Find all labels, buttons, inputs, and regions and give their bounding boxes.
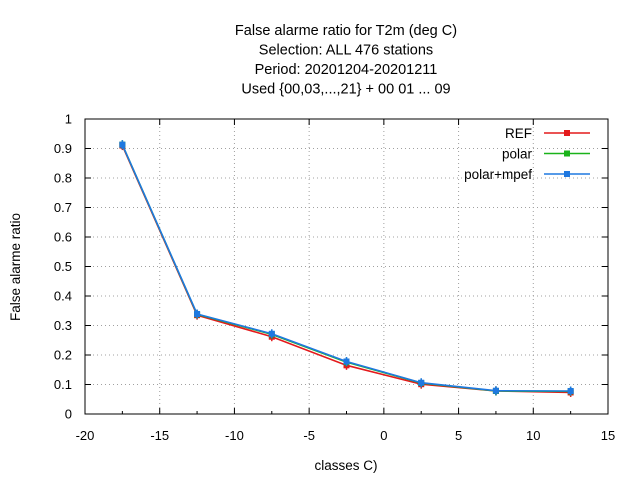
title-line: Selection: ALL 476 stations <box>259 43 433 59</box>
y-tick-label: 0.8 <box>54 171 72 186</box>
x-tick-label: 15 <box>601 428 615 443</box>
y-tick-label: 0.3 <box>54 318 72 333</box>
title-line: False alarme ratio for T2m (deg C) <box>235 23 457 39</box>
series <box>119 140 574 397</box>
series-polar-mpef <box>119 140 574 396</box>
y-tick-label: 0.2 <box>54 348 72 363</box>
y-tick-label: 0 <box>65 407 72 422</box>
legend-label: REF <box>505 126 532 141</box>
x-tick-label: 0 <box>380 428 387 443</box>
y-tick-label: 0.1 <box>54 377 72 392</box>
y-tick-label: 0.6 <box>54 230 72 245</box>
y-tick-label: 0.5 <box>54 259 72 274</box>
x-tick-label: -5 <box>303 428 315 443</box>
x-axis: -20 -15 -10 -5 0 5 10 15 <box>76 119 615 443</box>
y-axis: 0 0.1 0.2 0.3 0.4 0.5 0.6 0.7 0.8 0.9 1 <box>54 112 608 422</box>
legend-label: polar+mpef <box>464 167 532 182</box>
title-line: Used {00,03,...,21} + 00 01 ... 09 <box>241 82 450 98</box>
y-tick-label: 0.4 <box>54 289 72 304</box>
x-tick-label: -15 <box>150 428 169 443</box>
legend-swatch-marker <box>564 171 570 177</box>
x-tick-label: 5 <box>455 428 462 443</box>
y-tick-label: 0.7 <box>54 200 72 215</box>
chart-title: False alarme ratio for T2m (deg C) Select… <box>235 23 457 98</box>
y-axis-label: False alarme ratio <box>8 213 23 321</box>
legend: REF polar polar+mpef <box>464 126 590 182</box>
legend-swatch-marker <box>564 150 570 157</box>
x-tick-label: -10 <box>225 428 244 443</box>
y-tick-label: 0.9 <box>54 141 72 156</box>
x-tick-label: -20 <box>76 428 95 443</box>
legend-swatch-marker <box>564 130 570 136</box>
x-tick-label: 10 <box>526 428 540 443</box>
x-axis-label: classes C) <box>314 458 377 473</box>
legend-label: polar <box>502 147 533 162</box>
y-tick-label: 1 <box>65 112 72 127</box>
title-line: Period: 20201204-20201211 <box>255 62 438 78</box>
